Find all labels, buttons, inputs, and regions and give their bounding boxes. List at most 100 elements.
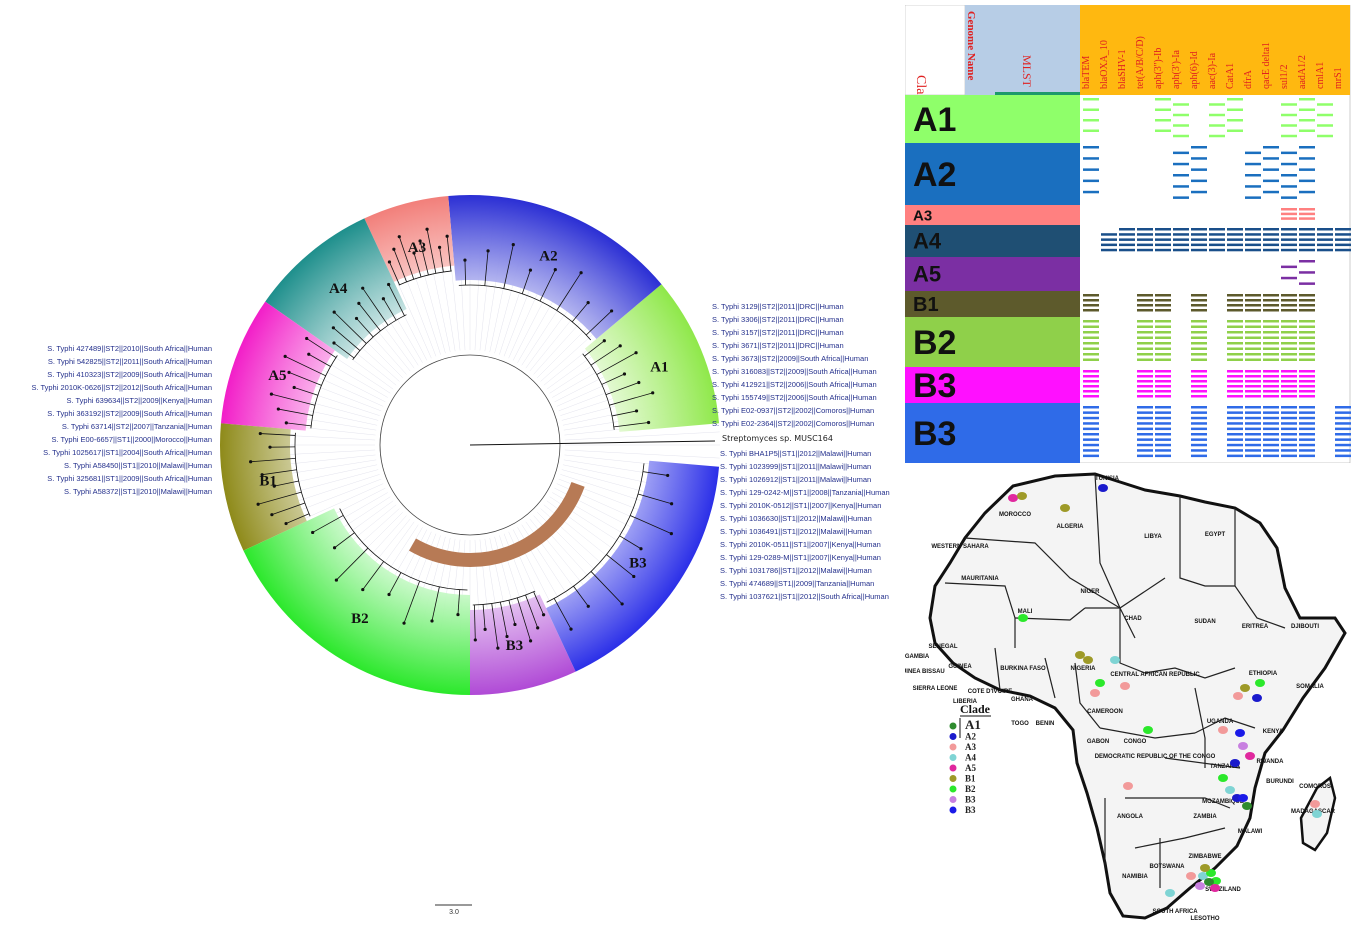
resistance-mark xyxy=(1191,390,1207,393)
country-label: MOROCCO xyxy=(999,512,1031,518)
leaf-node xyxy=(334,578,338,582)
gene-header: aph(6)-Id xyxy=(1189,51,1200,89)
resistance-mark xyxy=(1227,243,1243,247)
resistance-mark xyxy=(1227,299,1243,302)
resistance-mark xyxy=(1137,325,1153,328)
header-mlst-underline xyxy=(995,92,1080,96)
resistance-mark xyxy=(1263,370,1279,373)
branch xyxy=(590,345,621,366)
leaf-node xyxy=(586,301,590,305)
branch xyxy=(553,598,572,630)
clade-dot xyxy=(1310,800,1320,808)
resistance-mark xyxy=(1281,134,1297,138)
resistance-mark xyxy=(1263,385,1279,388)
gene-header: mrS1 xyxy=(1333,67,1344,89)
branch xyxy=(525,594,539,629)
row-label: A2 xyxy=(913,156,956,194)
resistance-mark xyxy=(1137,411,1153,414)
branch xyxy=(516,597,531,641)
resistance-mark xyxy=(1299,282,1315,285)
resistance-mark xyxy=(1227,385,1243,388)
resistance-mark xyxy=(1137,347,1153,350)
row-label: A1 xyxy=(913,101,956,139)
resistance-mark xyxy=(1191,380,1207,383)
resistance-mark xyxy=(1137,438,1153,441)
leaf-label: S. Typhi 3306||ST2||2011||DRC||Human xyxy=(712,315,844,324)
resistance-mark xyxy=(1281,406,1297,409)
country-label: KENYA xyxy=(1263,729,1284,735)
bg-ray xyxy=(564,449,720,459)
resistance-mark xyxy=(1191,427,1207,431)
resistance-mark xyxy=(1191,395,1207,398)
branch xyxy=(573,585,589,607)
leaf-node xyxy=(634,351,638,355)
leaf-label: S. Typhi 1036630||ST1||2012||Malawi||Hum… xyxy=(720,514,872,523)
leaf-node xyxy=(632,574,636,579)
resistance-mark xyxy=(1083,438,1099,441)
resistance-mark xyxy=(1281,380,1297,383)
resistance-mark xyxy=(1227,129,1243,132)
resistance-mark xyxy=(1191,248,1207,252)
resistance-mark xyxy=(1191,190,1207,194)
leaf-label: S. Typhi 316083||ST2||2009||South Africa… xyxy=(712,367,877,376)
resistance-mark xyxy=(1263,427,1279,431)
resistance-mark xyxy=(1227,438,1243,441)
resistance-mark xyxy=(1083,395,1099,398)
branch xyxy=(294,387,319,396)
resistance-mark xyxy=(1317,124,1333,127)
resistance-mark xyxy=(1245,304,1261,307)
leaf-node xyxy=(602,339,606,343)
resistance-mark xyxy=(1155,422,1171,425)
resistance-mark xyxy=(1299,304,1315,307)
clade-wedge-a4 xyxy=(265,218,407,359)
resistance-mark xyxy=(1227,342,1243,345)
resistance-mark xyxy=(1299,260,1315,263)
leaf-label: S. Typhi 3129||ST2||2011||DRC||Human xyxy=(712,302,844,311)
clade-label-a2: A2 xyxy=(539,249,557,265)
resistance-mark xyxy=(1299,385,1315,388)
leaf-node xyxy=(272,484,276,488)
branch xyxy=(358,303,381,332)
gene-header: qacE delta1 xyxy=(1261,42,1272,89)
resistance-mark xyxy=(1263,304,1279,307)
leaf-node xyxy=(270,513,274,517)
leaf-node xyxy=(268,445,272,449)
resistance-mark xyxy=(1263,299,1279,302)
resistance-mark xyxy=(1299,395,1315,398)
resistance-mark xyxy=(1119,248,1135,252)
resistance-mark xyxy=(1155,304,1171,307)
resistance-mark xyxy=(1191,443,1207,447)
gene-header: blaOXA_10 xyxy=(1099,40,1110,89)
country-label: BURUNDI xyxy=(1266,779,1294,785)
resistance-mark xyxy=(1299,271,1315,274)
resistance-mark xyxy=(1083,390,1099,393)
country-label: SIERRA LEONE xyxy=(913,686,958,692)
country-label: ALGERIA xyxy=(1057,524,1085,530)
resistance-mark xyxy=(1083,353,1099,356)
resistance-mark xyxy=(1281,342,1297,345)
resistance-mark xyxy=(1263,390,1279,393)
resistance-mark xyxy=(1263,248,1279,252)
country-label: NAMIBIA xyxy=(1122,874,1148,880)
b-lineage-band xyxy=(409,481,585,567)
clade-dot xyxy=(1143,726,1153,734)
branch xyxy=(362,287,389,326)
branch xyxy=(389,261,400,285)
country-label: COMOROS xyxy=(1299,784,1331,790)
country-label: SWAZILAND xyxy=(1205,887,1241,893)
resistance-mark xyxy=(1263,380,1279,383)
row-label: B3 xyxy=(913,367,956,405)
resistance-mark xyxy=(1155,385,1171,388)
gene-header: dfrA xyxy=(1243,69,1254,89)
leaf-label: S. Typhi 639634||ST2||2009||Kenya||Human xyxy=(66,396,212,405)
resistance-mark xyxy=(1245,243,1261,247)
clade-dot xyxy=(1312,810,1322,818)
resistance-mark xyxy=(1281,385,1297,388)
resistance-mark xyxy=(1299,380,1315,383)
resistance-mark xyxy=(1137,449,1153,452)
resistance-mark xyxy=(1137,433,1153,436)
clade-dot xyxy=(1225,786,1235,794)
resistance-mark xyxy=(1191,449,1207,452)
branch xyxy=(508,600,516,625)
clade-wedge-a3 xyxy=(364,195,455,282)
